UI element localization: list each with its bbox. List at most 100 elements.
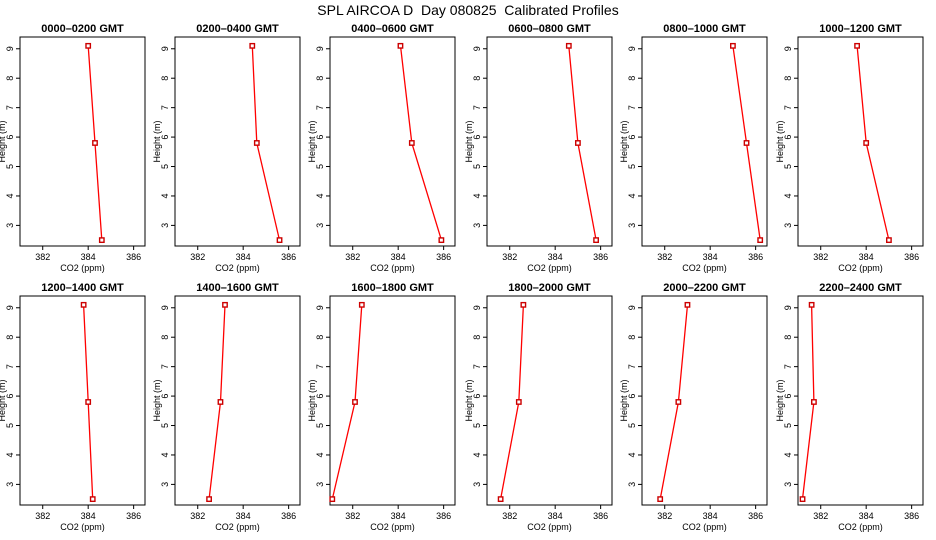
y-tick-label: 3 <box>783 482 793 487</box>
plot-frame <box>641 295 768 506</box>
x-tick-label: 384 <box>236 511 251 521</box>
x-tick-label: 382 <box>502 511 517 521</box>
y-tick-label: 7 <box>315 105 325 110</box>
plot-frame <box>641 36 768 247</box>
x-tick-label: 382 <box>190 252 205 262</box>
x-tick-label: 382 <box>35 511 50 521</box>
y-tick-label: 7 <box>472 105 482 110</box>
y-tick-label: 9 <box>627 305 637 310</box>
y-tick-label: 4 <box>5 193 15 198</box>
x-tick-label: 382 <box>813 511 828 521</box>
y-tick-label: 8 <box>783 76 793 81</box>
y-tick-label: 9 <box>5 46 15 51</box>
panel-7: 1400–1600 GMT 382 384 386 CO2 (ppm) 3 4 5 6 7 8 9 He… <box>152 282 301 532</box>
series-line <box>399 45 443 241</box>
y-tick-label: 5 <box>160 164 170 169</box>
panel-title: 1800–2000 GMT <box>508 282 591 294</box>
panel-2: 0400–0600 GMT 382 384 386 CO2 (ppm) 3 4 5 6 7 8 9 He… <box>307 23 456 273</box>
y-tick-label: 3 <box>472 482 482 487</box>
y-tick-label: 9 <box>627 46 637 51</box>
y-tick-label: 8 <box>5 335 15 340</box>
y-tick-label: 7 <box>783 105 793 110</box>
y-axis-label: Height (m) <box>0 379 7 421</box>
y-tick-label: 4 <box>160 193 170 198</box>
y-tick-label: 5 <box>160 423 170 428</box>
series-line <box>568 45 597 241</box>
y-tick-label: 3 <box>315 223 325 228</box>
x-tick-label: 386 <box>904 511 919 521</box>
x-axis-label: CO2 (ppm) <box>838 522 883 532</box>
y-tick-label: 9 <box>160 46 170 51</box>
y-tick-label: 3 <box>472 223 482 228</box>
data-point <box>854 42 860 49</box>
x-tick-label: 386 <box>126 252 141 262</box>
y-tick-label: 8 <box>315 76 325 81</box>
panel-5: 1000–1200 GMT 382 384 386 CO2 (ppm) 3 4 5 6 7 8 9 He… <box>775 23 924 273</box>
y-tick-label: 7 <box>783 364 793 369</box>
y-tick-label: 5 <box>5 423 15 428</box>
x-tick-label: 382 <box>345 511 360 521</box>
x-tick-label: 384 <box>81 511 96 521</box>
x-tick-label: 384 <box>391 252 406 262</box>
plot-frame <box>19 36 146 247</box>
y-axis-label: Height (m) <box>307 379 317 421</box>
y-tick-label: 6 <box>472 135 482 140</box>
data-point <box>657 496 664 503</box>
x-tick-label: 386 <box>593 252 608 262</box>
y-axis-label: Height (m) <box>619 379 629 421</box>
y-tick-label: 6 <box>783 394 793 399</box>
data-point <box>497 496 504 503</box>
data-point <box>730 42 736 49</box>
x-tick-label: 384 <box>81 252 96 262</box>
y-axis-label: Height (m) <box>619 120 629 162</box>
data-point <box>206 496 212 503</box>
plot-frame <box>329 295 456 506</box>
x-tick-label: 386 <box>904 252 919 262</box>
x-tick-label: 384 <box>859 511 874 521</box>
y-tick-label: 5 <box>472 164 482 169</box>
x-tick-label: 386 <box>748 511 763 521</box>
plot-frame <box>797 295 924 506</box>
data-point <box>253 140 260 146</box>
x-tick-label: 386 <box>436 252 451 262</box>
x-axis-label: CO2 (ppm) <box>838 263 883 273</box>
y-tick-label: 9 <box>472 305 482 310</box>
y-tick-label: 6 <box>627 135 637 140</box>
y-tick-label: 5 <box>627 164 637 169</box>
plot-frame <box>486 295 613 506</box>
y-tick-label: 5 <box>5 164 15 169</box>
panel-9: 1800–2000 GMT 382 384 386 CO2 (ppm) 3 4 5 6 7 8 9 He… <box>464 282 613 532</box>
x-tick-label: 384 <box>548 511 563 521</box>
y-tick-label: 8 <box>783 335 793 340</box>
x-tick-label: 382 <box>657 252 672 262</box>
y-axis-label: Height (m) <box>464 379 474 421</box>
y-tick-label: 9 <box>783 46 793 51</box>
y-tick-label: 5 <box>472 423 482 428</box>
x-tick-label: 386 <box>126 511 141 521</box>
panel-title: 1600–1800 GMT <box>351 282 434 294</box>
x-tick-label: 386 <box>281 252 296 262</box>
plot-frame <box>174 36 301 247</box>
x-tick-label: 384 <box>703 511 718 521</box>
series-line <box>659 304 689 500</box>
y-tick-label: 8 <box>472 335 482 340</box>
y-tick-label: 7 <box>627 364 637 369</box>
data-point <box>98 237 105 244</box>
y-tick-label: 8 <box>160 335 170 340</box>
data-point <box>217 399 224 405</box>
panel-title: 1000–1200 GMT <box>819 23 902 35</box>
y-tick-label: 9 <box>160 305 170 310</box>
series-line <box>856 45 890 241</box>
y-tick-label: 4 <box>315 452 325 457</box>
data-point <box>222 301 228 308</box>
y-tick-label: 4 <box>627 452 637 457</box>
y-tick-label: 6 <box>5 394 15 399</box>
y-tick-label: 6 <box>472 394 482 399</box>
panel-3: 0600–0800 GMT 382 384 386 CO2 (ppm) 3 4 5 6 7 8 9 He… <box>464 23 613 273</box>
y-axis-label: Height (m) <box>152 120 162 162</box>
x-axis-label: CO2 (ppm) <box>60 522 105 532</box>
plot-frame <box>486 36 613 247</box>
y-tick-label: 6 <box>315 394 325 399</box>
data-point <box>575 140 581 146</box>
y-tick-label: 4 <box>472 452 482 457</box>
